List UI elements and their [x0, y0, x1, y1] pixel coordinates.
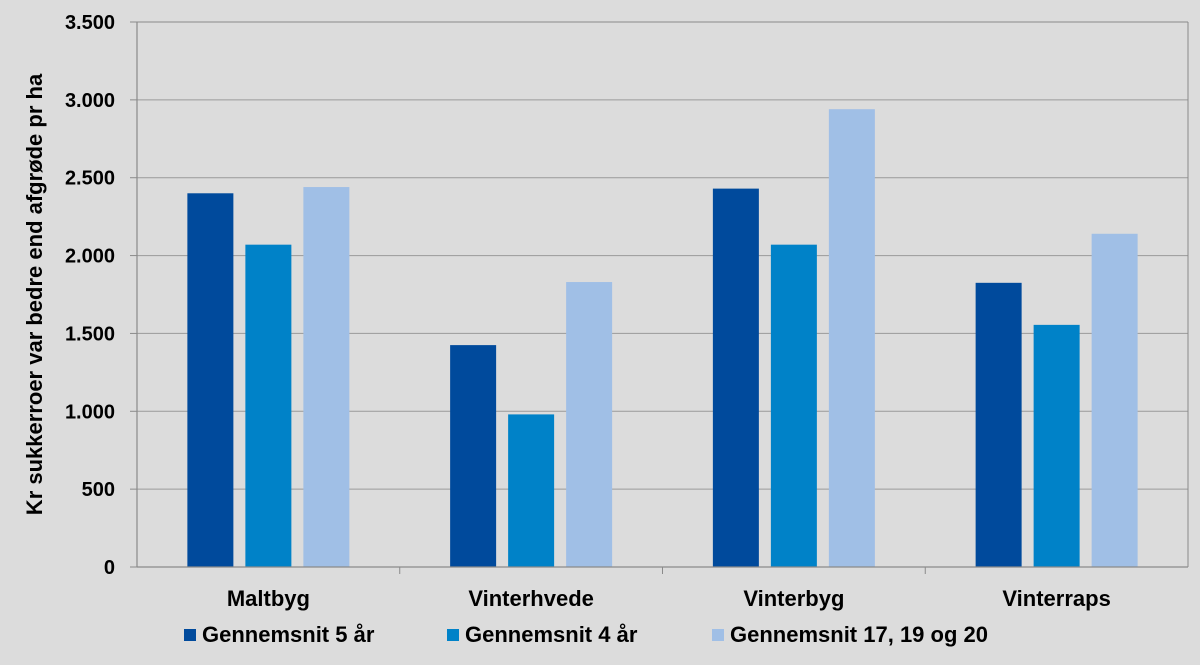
bar-vinterbyg-series-1	[712, 188, 759, 567]
y-tick-label: 0	[104, 557, 115, 579]
x-category-label: Maltbyg	[227, 586, 310, 611]
y-axis-title: Kr sukkerroer var bedre end afgrøde pr h…	[22, 73, 47, 515]
y-tick-labels: 0 500 1.000 1.500 2.000 2.500 3.000 3.500	[65, 12, 115, 579]
axes	[130, 21, 1189, 574]
bar-vinterhvede-series-1	[450, 345, 497, 567]
y-tick-label: 1.000	[65, 401, 115, 423]
bar-vinterhvede-series-2	[508, 414, 555, 567]
plot-area	[137, 22, 1188, 567]
bar-vinterbyg-series-3	[828, 109, 875, 567]
y-tick-label: 500	[82, 479, 115, 501]
bar-maltbyg-series-3	[303, 187, 350, 568]
bar-vinterraps-series-1	[975, 282, 1022, 567]
legend-swatch	[447, 629, 459, 641]
bar-vinterhvede-series-3	[566, 282, 613, 567]
bar-maltbyg-series-1	[187, 193, 234, 568]
legend-swatch	[712, 629, 724, 641]
bar-vinterbyg-series-2	[770, 244, 817, 567]
y-tick-label: 3.000	[65, 90, 115, 112]
y-tick-label: 2.000	[65, 246, 115, 268]
x-category-labels: Maltbyg Vinterhvede Vinterbyg Vinterraps	[227, 586, 1111, 611]
x-category-label: Vinterhvede	[468, 586, 594, 611]
legend-label: Gennemsnit 17, 19 og 20	[730, 622, 988, 647]
legend-swatch	[184, 629, 196, 641]
y-tick-label: 3.500	[65, 12, 115, 34]
legend: Gennemsnit 5 år Gennemsnit 4 år Gennemsnit…	[184, 622, 988, 647]
bar-maltbyg-series-2	[245, 244, 292, 567]
x-category-label: Vinterraps	[1002, 586, 1110, 611]
x-category-label: Vinterbyg	[743, 586, 844, 611]
bars	[187, 109, 1138, 568]
bar-vinterraps-series-3	[1091, 233, 1138, 567]
y-tick-label: 2.500	[65, 168, 115, 190]
y-tick-label: 1.500	[65, 323, 115, 345]
bar-vinterraps-series-2	[1033, 324, 1080, 567]
legend-label: Gennemsnit 4 år	[465, 622, 638, 647]
legend-label: Gennemsnit 5 år	[202, 622, 375, 647]
